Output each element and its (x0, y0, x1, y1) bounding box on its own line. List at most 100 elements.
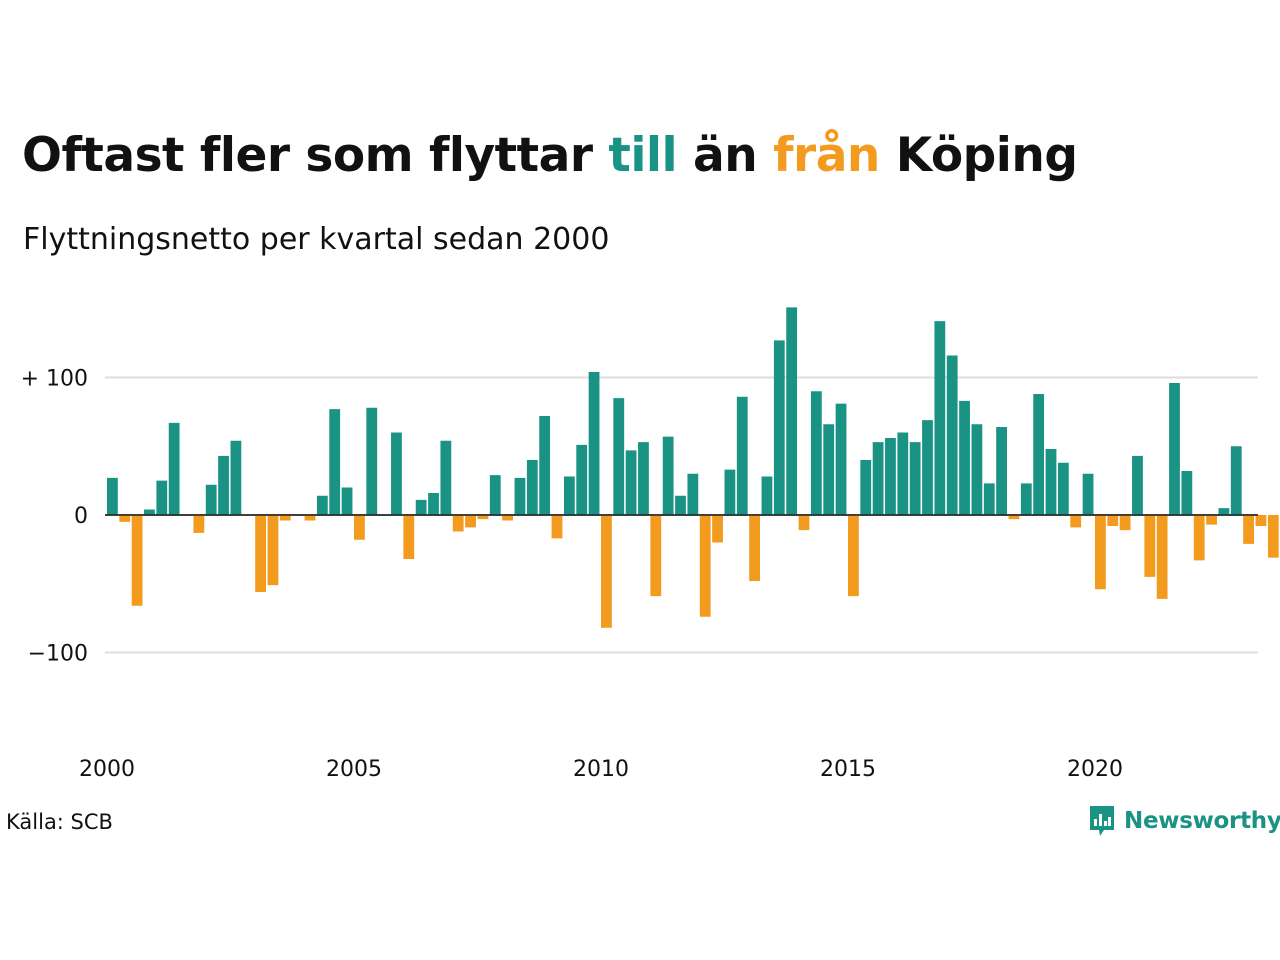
y-tick-label: + 100 (21, 367, 88, 392)
bar (168, 422, 180, 516)
brand-name: Newsworthy (1124, 808, 1280, 834)
bar (1057, 462, 1069, 515)
bar (1218, 508, 1230, 516)
x-tick-label: 2020 (1067, 757, 1123, 782)
bar (798, 515, 810, 531)
bar (959, 400, 970, 516)
bar (551, 515, 563, 539)
bar (922, 420, 933, 516)
bar (860, 460, 872, 515)
chart-subtitle: Flyttningsnetto per kvartal sedan 2000 (23, 222, 610, 257)
bar (489, 475, 501, 516)
bar (255, 515, 266, 592)
bar (218, 455, 229, 516)
bar (1033, 394, 1045, 515)
bar (810, 391, 822, 515)
bar (909, 442, 921, 516)
bar (971, 424, 983, 515)
x-tick-label: 2010 (573, 757, 629, 782)
bar (749, 515, 760, 581)
bar (391, 432, 402, 515)
bars (105, 307, 1279, 628)
bar (1119, 515, 1131, 531)
bar (366, 407, 378, 515)
bar (440, 440, 452, 515)
y-tick-label: −100 (28, 642, 88, 667)
bar (354, 515, 365, 540)
bar (477, 515, 489, 520)
bar (316, 495, 328, 515)
bar (835, 403, 847, 516)
bar (267, 515, 279, 586)
bar (1255, 515, 1267, 526)
bar (687, 473, 699, 515)
title-part-2: än (677, 128, 774, 183)
title-part-3: Köping (879, 128, 1078, 183)
bar (1070, 515, 1082, 528)
bar (848, 515, 859, 597)
bar (1206, 515, 1217, 525)
bar (773, 340, 785, 516)
bar (638, 442, 649, 516)
bar (452, 515, 464, 532)
bar (156, 480, 168, 516)
bar (1230, 446, 1242, 515)
bar (601, 515, 612, 628)
bar (823, 424, 835, 515)
title-positive-word: till (608, 128, 678, 183)
chart-title: Oftast fler som flyttar till än från Köp… (22, 128, 1078, 183)
bar (699, 515, 711, 617)
bar (526, 460, 538, 515)
bar (107, 477, 118, 516)
bar (514, 477, 526, 516)
bar (1267, 515, 1279, 558)
bar (1243, 515, 1254, 544)
bar (1181, 471, 1193, 515)
x-tick-label: 2015 (820, 757, 876, 782)
y-axis-ticks: −100 0 + 100 (21, 367, 88, 667)
bar (144, 509, 155, 515)
bar (588, 372, 600, 515)
bar (1008, 515, 1020, 520)
bar (1169, 383, 1180, 515)
bar (625, 450, 637, 516)
bar (1193, 515, 1205, 561)
bar (1107, 515, 1119, 526)
x-axis-ticks: 2000 2005 2010 2015 2020 (79, 757, 1123, 782)
bar (415, 499, 427, 516)
newsworthy-logo-icon (1090, 806, 1114, 836)
title-part-1: Oftast fler som flyttar (22, 128, 609, 183)
bar (724, 469, 736, 516)
bar (1020, 483, 1032, 516)
bar (539, 416, 551, 515)
bar (341, 487, 353, 515)
bar (576, 444, 588, 516)
bar (1132, 455, 1143, 516)
bar (193, 515, 205, 533)
bar (736, 396, 748, 515)
bar (983, 483, 995, 516)
bar (563, 476, 575, 515)
bar (119, 515, 131, 522)
bar (279, 515, 291, 521)
source-label: Källa: SCB (6, 810, 113, 834)
title-negative-word: från (773, 128, 880, 183)
bar (1082, 473, 1094, 515)
bar (205, 484, 217, 515)
brand-logo: Newsworthy (1088, 804, 1280, 838)
bar (403, 515, 415, 559)
bar (1045, 449, 1057, 515)
bar (613, 398, 625, 516)
bar (304, 515, 316, 521)
x-tick-label: 2005 (326, 757, 382, 782)
x-tick-label: 2000 (79, 757, 135, 782)
bar (465, 515, 476, 528)
bar (712, 515, 723, 543)
bar (1156, 515, 1168, 599)
bar (650, 515, 662, 597)
bar (885, 438, 896, 515)
bar (675, 495, 686, 515)
bar (786, 307, 798, 516)
bar (1144, 515, 1156, 577)
